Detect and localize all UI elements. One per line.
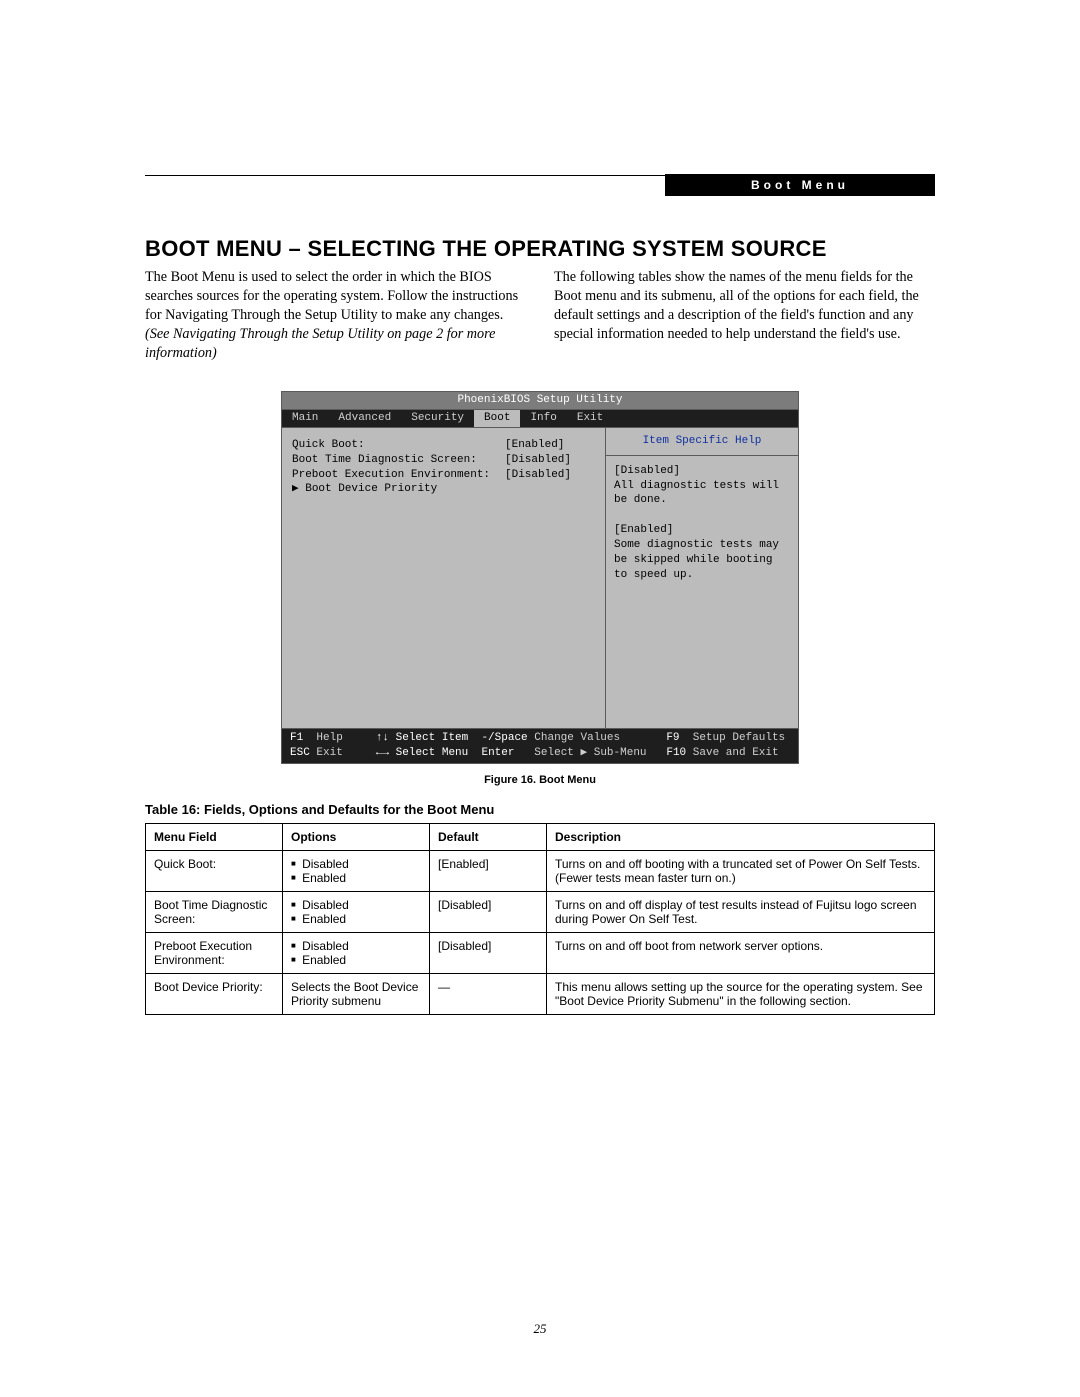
cell-description: Turns on and off booting with a truncate… [547,850,935,891]
section-label: Boot Menu [665,174,935,196]
bios-help-body: [Disabled] All diagnostic tests will be … [614,464,790,583]
cell-menu-field: Quick Boot: [146,850,283,891]
key-f1: F1 [290,732,303,744]
cell-description: Turns on and off display of test results… [547,891,935,932]
cell-options: DisabledEnabled [283,932,430,973]
label-select-item: ↑↓ Select Item [376,732,468,744]
th-menu-field: Menu Field [146,823,283,850]
label-setup-defaults: Setup Defaults [693,732,785,744]
intro-text-1a: The Boot Menu is used to select the orde… [145,269,518,323]
label-exit: Exit [316,747,342,759]
cell-description: This menu allows setting up the source f… [547,973,935,1014]
bios-row-value [505,482,595,497]
table-row: Quick Boot:DisabledEnabled[Enabled]Turns… [146,850,935,891]
cell-default: [Disabled] [430,932,547,973]
cell-menu-field: Boot Device Priority: [146,973,283,1014]
table-row: Boot Device Priority:Selects the Boot De… [146,973,935,1014]
cell-options: DisabledEnabled [283,891,430,932]
th-default: Default [430,823,547,850]
bios-help-title: Item Specific Help [606,434,798,456]
table-title: Table 16: Fields, Options and Defaults f… [145,802,935,817]
table-row: Preboot Execution Environment:DisabledEn… [146,932,935,973]
intro-col-1: The Boot Menu is used to select the orde… [145,268,526,363]
intro-col-2: The following tables show the names of t… [554,268,935,363]
cell-options: Selects the Boot Device Priority submenu [283,973,430,1014]
page-title: BOOT MENU – SELECTING THE OPERATING SYST… [145,236,935,262]
table-header-row: Menu Field Options Default Description [146,823,935,850]
cell-default: [Enabled] [430,850,547,891]
cell-default: — [430,973,547,1014]
th-description: Description [547,823,935,850]
bios-row: ▶ Boot Device Priority [292,482,595,497]
bios-help-pane: Item Specific Help [Disabled] All diagno… [606,428,798,728]
bios-row-label: Boot Time Diagnostic Screen: [292,453,505,468]
bios-left-pane: Quick Boot:[Enabled]Boot Time Diagnostic… [282,428,606,728]
bios-row-label: ▶ Boot Device Priority [292,482,505,497]
intro-text-1b: (See Navigating Through the Setup Utilit… [145,326,495,361]
key-enter: Enter [481,747,514,759]
intro-columns: The Boot Menu is used to select the orde… [145,268,935,363]
page: Boot Menu BOOT MENU – SELECTING THE OPER… [0,0,1080,1397]
bios-row: Quick Boot:[Enabled] [292,438,595,453]
header-row: Boot Menu [145,174,935,196]
bios-menubar: MainAdvancedSecurityBootInfoExit [282,410,798,428]
bios-tab-exit: Exit [567,410,613,427]
options-table: Menu Field Options Default Description Q… [145,823,935,1015]
page-number: 25 [0,1321,1080,1337]
key-f10: F10 [666,747,686,759]
th-options: Options [283,823,430,850]
cell-options: DisabledEnabled [283,850,430,891]
bios-title: PhoenixBIOS Setup Utility [282,392,798,410]
bios-footer-line-2: ESC Exit ←→ Select Menu Enter Select ▶ S… [290,746,790,761]
key-esc: ESC [290,747,310,759]
bios-tab-security: Security [401,410,474,427]
bios-screenshot: PhoenixBIOS Setup Utility MainAdvancedSe… [281,391,799,763]
label-save-exit: Save and Exit [693,747,779,759]
bios-row: Boot Time Diagnostic Screen:[Disabled] [292,453,595,468]
label-select-submenu: Select ▶ Sub-Menu [534,747,646,759]
bios-tab-advanced: Advanced [328,410,401,427]
bios-row: Preboot Execution Environment:[Disabled] [292,468,595,483]
bios-row-value: [Enabled] [505,438,595,453]
bios-tab-boot: Boot [474,410,520,427]
label-select-menu: ←→ Select Menu [376,747,468,759]
bios-tab-main: Main [282,410,328,427]
label-change-values: Change Values [534,732,620,744]
bios-tab-info: Info [520,410,566,427]
cell-menu-field: Boot Time Diagnostic Screen: [146,891,283,932]
bios-body: Quick Boot:[Enabled]Boot Time Diagnostic… [282,428,798,728]
table-row: Boot Time Diagnostic Screen:DisabledEnab… [146,891,935,932]
key-f9: F9 [666,732,679,744]
cell-default: [Disabled] [430,891,547,932]
bios-row-value: [Disabled] [505,453,595,468]
bios-footer-line-1: F1 Help ↑↓ Select Item -/Space Change Va… [290,731,790,746]
bios-row-value: [Disabled] [505,468,595,483]
bios-footer: F1 Help ↑↓ Select Item -/Space Change Va… [282,728,798,763]
bios-row-label: Quick Boot: [292,438,505,453]
bios-row-label: Preboot Execution Environment: [292,468,505,483]
cell-menu-field: Preboot Execution Environment: [146,932,283,973]
cell-description: Turns on and off boot from network serve… [547,932,935,973]
key-space: -/Space [481,732,527,744]
figure-caption: Figure 16. Boot Menu [145,774,935,786]
label-help: Help [316,732,342,744]
